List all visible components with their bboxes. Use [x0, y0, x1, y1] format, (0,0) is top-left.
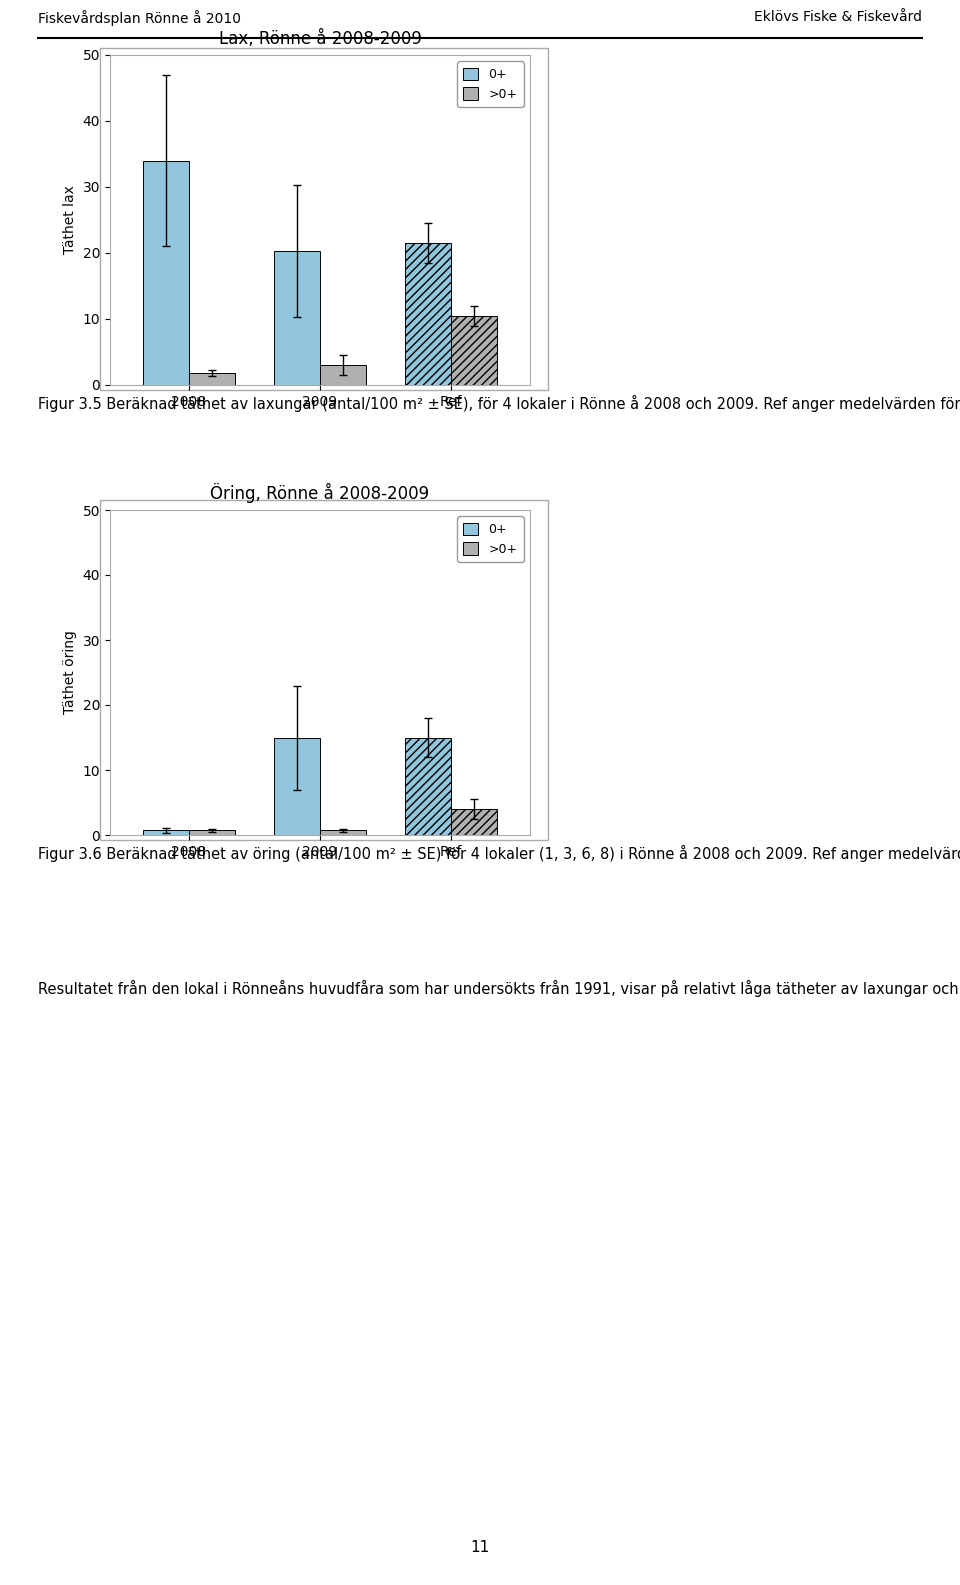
Legend: 0+, >0+: 0+, >0+	[457, 62, 524, 108]
Bar	[143, 160, 189, 385]
Text: Eklövs Fiske & Fiskevård: Eklövs Fiske & Fiskevård	[754, 10, 922, 24]
Y-axis label: Täthet lax: Täthet lax	[63, 185, 77, 255]
Bar	[274, 250, 320, 385]
Bar	[189, 372, 234, 385]
Title: Öring, Rönne å 2008-2009: Öring, Rönne å 2008-2009	[210, 483, 429, 502]
Text: Resultatet från den lokal i Rönneåns huvudfåra som har undersökts från 1991, vis: Resultatet från den lokal i Rönneåns huv…	[38, 980, 960, 997]
Bar	[320, 831, 366, 835]
Bar	[274, 737, 320, 835]
Y-axis label: Täthet öring: Täthet öring	[63, 631, 77, 715]
Bar	[143, 831, 189, 835]
Bar	[451, 808, 497, 835]
Text: 11: 11	[470, 1541, 490, 1555]
Text: Fiskevårdsplan Rönne å 2010: Fiskevårdsplan Rönne å 2010	[38, 10, 241, 25]
Legend: 0+, >0+: 0+, >0+	[457, 517, 524, 563]
Bar	[189, 831, 234, 835]
Bar	[451, 315, 497, 385]
Text: Figur 3.5 Beräknad täthet av laxungar (antal/100 m² ± SE), för 4 lokaler i Rönne: Figur 3.5 Beräknad täthet av laxungar (a…	[38, 395, 960, 412]
Bar	[320, 365, 366, 385]
Title: Lax, Rönne å 2008-2009: Lax, Rönne å 2008-2009	[219, 30, 421, 48]
Bar	[405, 243, 451, 385]
Bar	[405, 737, 451, 835]
Text: Figur 3.6 Beräknad täthet av öring (antal/100 m² ± SE) för 4 lokaler (1, 3, 6, 8: Figur 3.6 Beräknad täthet av öring (anta…	[38, 845, 960, 862]
